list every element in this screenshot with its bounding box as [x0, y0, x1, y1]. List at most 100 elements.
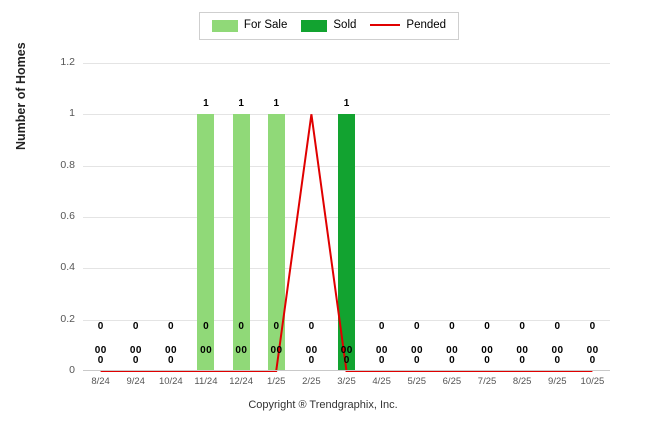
bottom-value-label-row1: 0 [340, 345, 347, 356]
legend-label-for-sale: For Sale [243, 19, 288, 32]
bar-value-label-sold: 0 [519, 321, 525, 332]
y-axis-tick-label: 1 [69, 107, 75, 120]
bottom-value-label-row2: 0 [206, 345, 212, 356]
bottom-value-label-row2: 0 [311, 345, 318, 356]
x-axis-tick-label: 4/25 [372, 376, 391, 387]
bar-value-label-for-sale: 0 [554, 355, 561, 366]
bottom-value-label-row2: 0 [452, 345, 458, 356]
bottom-value-label-row1: 0 [94, 345, 101, 356]
bar-value-label-sold: 0 [273, 321, 279, 332]
x-axis-tick-label: 3/25 [337, 376, 356, 387]
y-axis-tick-label: 0.2 [60, 312, 75, 325]
bottom-value-label-row2: 0 [276, 345, 282, 356]
bar-value-label-sold: 0 [554, 321, 561, 332]
bar-value-label-for-sale: 0 [589, 355, 596, 366]
x-axis-tick-label: 10/25 [580, 376, 605, 387]
bottom-value-label-row2: 0 [171, 345, 177, 356]
bottom-value-label-row2: 0 [346, 345, 353, 356]
bottom-value-label-row2: 0 [416, 345, 423, 356]
bar-value-label-for-sale: 0 [449, 355, 455, 366]
bar-value-label-sold: 0 [378, 321, 385, 332]
x-axis-tick-label: 12/24 [229, 376, 253, 387]
bar-for-sale[interactable] [197, 114, 215, 371]
bar-value-label-sold: 0 [238, 321, 244, 332]
bar-value-label-for-sale: 0 [97, 355, 104, 366]
bottom-value-label-row1: 0 [375, 345, 382, 356]
bar-value-label-for-sale: 0 [132, 355, 139, 366]
bottom-value-label-row2: 0 [100, 345, 107, 356]
pended-line-series [100, 114, 593, 372]
bottom-value-label-row1: 0 [165, 345, 171, 356]
legend-swatch-for-sale [211, 20, 238, 32]
legend-item-for-sale[interactable]: For Sale [211, 19, 288, 32]
bottom-value-label-row2: 0 [592, 345, 599, 356]
x-axis-tick-label: 7/25 [477, 376, 497, 387]
bar-value-label-sold: 0 [203, 321, 209, 332]
x-axis-tick-label: 5/25 [407, 376, 427, 387]
bottom-value-label-row1: 0 [200, 345, 206, 356]
y-axis-tick-label: 0.4 [60, 261, 75, 274]
bottom-value-label-row1: 0 [270, 345, 276, 356]
y-axis-tick-label: 0.8 [60, 158, 75, 171]
bar-for-sale[interactable] [267, 114, 285, 371]
legend-label-sold: Sold [333, 19, 357, 32]
bar-value-label-sold: 0 [413, 321, 420, 332]
bottom-value-label-row2: 0 [135, 345, 142, 356]
bar-value-label-for-sale: 0 [519, 355, 525, 366]
legend-item-sold[interactable]: Sold [301, 20, 356, 32]
x-axis-tick-label: 10/24 [158, 376, 183, 387]
x-axis-tick-label: 8/25 [512, 376, 532, 387]
copyright-text: Copyright ® Trendgraphix, Inc. [248, 399, 398, 411]
bar-value-label-sold: 0 [449, 321, 455, 332]
bottom-value-label-row1: 0 [516, 345, 522, 356]
bottom-value-label-row1: 0 [410, 345, 417, 356]
bar-value-label-for-sale: 0 [308, 355, 315, 366]
bar-value-label-for-sale: 0 [413, 355, 420, 366]
bottom-value-label-row1: 0 [551, 345, 558, 356]
y-axis-tick-label: 0.6 [60, 210, 75, 222]
x-axis-tick-label: 8/24 [91, 376, 110, 387]
bar-value-label-sold: 0 [589, 321, 596, 332]
gridline [83, 63, 610, 64]
x-axis-tick-label: 6/25 [442, 376, 462, 387]
bar-value-label-for-sale: 1 [238, 98, 244, 110]
bottom-value-label-row1: 0 [129, 345, 136, 356]
bar-value-label-for-sale: 0 [484, 355, 490, 366]
legend-label-pended: Pended [406, 19, 447, 32]
x-axis-tick-label: 2/25 [302, 376, 321, 387]
chart-legend: For Sale Sold Pended [199, 12, 459, 40]
x-axis-tick-label: 11/24 [194, 376, 218, 387]
x-axis-tick-label: 9/24 [126, 376, 145, 387]
bottom-value-label-row2: 0 [557, 345, 564, 356]
bottom-value-label-row2: 0 [522, 345, 528, 356]
bar-value-label-sold: 0 [484, 321, 490, 332]
y-axis-tick-label: 1.2 [60, 56, 75, 68]
y-axis-tick-label: 0 [69, 364, 75, 376]
bar-value-label-sold: 0 [308, 321, 315, 332]
bar-value-label-sold: 1 [343, 98, 350, 110]
bar-value-label-for-sale: 0 [378, 355, 385, 366]
bar-value-label-sold: 0 [97, 321, 104, 332]
bottom-value-label-row2: 0 [381, 345, 388, 356]
bottom-value-label-row1: 0 [235, 345, 241, 356]
bottom-value-label-row1: 0 [446, 345, 452, 356]
legend-line-pended [370, 24, 401, 26]
x-axis-line [83, 370, 610, 371]
bar-value-label-sold: 0 [168, 321, 174, 332]
bottom-value-label-row1: 0 [305, 345, 312, 356]
bar-sold[interactable] [338, 114, 355, 371]
legend-item-pended[interactable]: Pended [370, 20, 446, 32]
bar-value-label-for-sale: 1 [203, 98, 209, 110]
bar-value-label-for-sale: 1 [273, 98, 279, 110]
legend-swatch-sold [301, 20, 328, 32]
bottom-value-label-row1: 0 [481, 345, 487, 356]
x-axis-tick-label: 9/25 [548, 376, 567, 387]
bar-value-label-sold: 0 [132, 321, 139, 332]
bar-value-label-for-sale: 0 [343, 355, 350, 366]
bottom-value-label-row2: 0 [487, 345, 493, 356]
bottom-value-label-row1: 0 [586, 345, 593, 356]
y-axis-title: Number of Homes [14, 42, 28, 150]
bar-for-sale[interactable] [232, 114, 250, 371]
bottom-value-label-row2: 0 [241, 345, 247, 356]
